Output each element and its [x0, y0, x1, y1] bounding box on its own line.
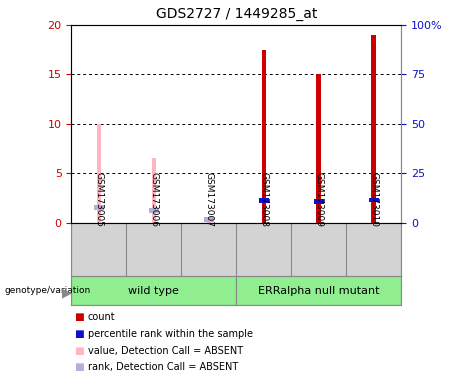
Text: GSM173005: GSM173005	[95, 172, 103, 227]
Bar	[259, 199, 269, 204]
Bar	[152, 159, 156, 223]
Text: ■: ■	[74, 329, 83, 339]
Title: GDS2727 / 1449285_at: GDS2727 / 1449285_at	[155, 7, 317, 21]
Text: GSM173009: GSM173009	[314, 172, 323, 227]
Bar	[314, 199, 324, 204]
Text: ■: ■	[74, 312, 83, 322]
Text: GSM173008: GSM173008	[259, 172, 268, 227]
Text: GSM173010: GSM173010	[369, 172, 378, 227]
Bar	[369, 197, 378, 202]
Bar	[204, 217, 214, 222]
Text: ▶: ▶	[62, 286, 72, 299]
Bar	[236, 276, 401, 305]
Text: value, Detection Call = ABSENT: value, Detection Call = ABSENT	[88, 346, 242, 356]
Bar	[316, 74, 321, 223]
Text: ■: ■	[74, 346, 83, 356]
Bar	[207, 218, 211, 223]
Bar	[261, 50, 266, 223]
Bar	[97, 124, 101, 223]
Bar	[372, 35, 376, 223]
Text: genotype/variation: genotype/variation	[5, 286, 91, 295]
Text: percentile rank within the sample: percentile rank within the sample	[88, 329, 253, 339]
Text: ERRalpha null mutant: ERRalpha null mutant	[258, 286, 379, 296]
Text: GSM173007: GSM173007	[204, 172, 213, 227]
Text: count: count	[88, 312, 115, 322]
Text: wild type: wild type	[129, 286, 179, 296]
Text: GSM173006: GSM173006	[149, 172, 159, 227]
Bar	[149, 208, 159, 213]
Text: rank, Detection Call = ABSENT: rank, Detection Call = ABSENT	[88, 362, 238, 372]
Bar	[94, 205, 104, 210]
Bar	[71, 276, 236, 305]
Text: ■: ■	[74, 362, 83, 372]
